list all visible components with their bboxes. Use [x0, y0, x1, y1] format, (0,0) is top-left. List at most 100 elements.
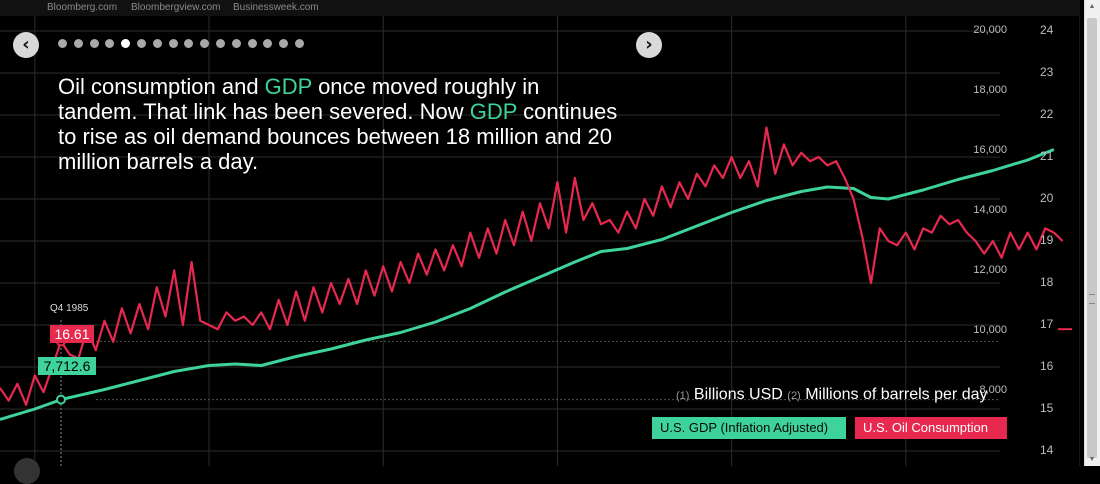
- oil-point: [600, 223, 602, 225]
- oil-point: [1027, 232, 1029, 234]
- slide-dot[interactable]: [184, 39, 194, 48]
- slide-dot[interactable]: [295, 39, 304, 48]
- oil-point: [287, 324, 289, 326]
- oil-axis-tick: 21: [1040, 149, 1054, 163]
- oil-point: [470, 232, 472, 234]
- oil-point: [322, 312, 324, 314]
- oil-point: [112, 341, 114, 343]
- oil-point: [356, 303, 358, 305]
- oil-point: [922, 228, 924, 230]
- slide-dot[interactable]: [247, 39, 257, 48]
- slide-dot[interactable]: [231, 39, 241, 48]
- legend-oil[interactable]: U.S. Oil Consumption: [855, 417, 1007, 439]
- oil-point: [409, 282, 411, 284]
- oil-point: [43, 391, 45, 393]
- oil-point: [304, 320, 306, 322]
- slide-dot[interactable]: [121, 39, 131, 48]
- oil-point: [104, 320, 106, 322]
- oil-point: [452, 244, 454, 246]
- oil-point: [774, 173, 776, 175]
- oil-point: [200, 320, 202, 322]
- gdp-point: [870, 197, 872, 199]
- slide-dot[interactable]: [216, 39, 225, 48]
- slide-dot[interactable]: [58, 39, 67, 48]
- slide-dot[interactable]: [200, 39, 210, 48]
- headline-text-1: Oil consumption and: [58, 74, 265, 99]
- units-label-1: Billions USD: [693, 386, 783, 403]
- gdp-point: [539, 276, 541, 278]
- oil-point: [687, 198, 689, 200]
- gdp-point: [295, 356, 297, 358]
- gdp-axis-tick: 12,000: [973, 264, 1007, 276]
- gdp-point: [922, 189, 924, 191]
- oil-point: [1001, 257, 1003, 259]
- oil-point: [931, 232, 933, 234]
- slide-dot[interactable]: [152, 39, 162, 48]
- slide-dot[interactable]: [105, 39, 115, 48]
- gdp-point: [234, 363, 236, 365]
- oil-point: [426, 274, 428, 276]
- scrollbar-thumb[interactable]: [1087, 18, 1097, 458]
- headline-text-2: once moved roughly in tandem. That link …: [58, 74, 540, 124]
- slide-dot[interactable]: [168, 39, 178, 48]
- scroll-down-icon[interactable]: ▼: [1088, 456, 1096, 463]
- slide-dot[interactable]: [89, 39, 99, 48]
- gdp-point: [600, 251, 602, 253]
- oil-point: [1010, 232, 1012, 234]
- link-businessweek[interactable]: Businessweek.com: [233, 2, 319, 13]
- next-slide-button[interactable]: ›: [636, 32, 662, 58]
- oil-point: [940, 215, 942, 217]
- oil-point: [330, 282, 332, 284]
- corner-control[interactable]: [14, 458, 40, 484]
- oil-point: [391, 291, 393, 293]
- gdp-point: [208, 365, 210, 367]
- oil-point: [478, 257, 480, 259]
- gdp-point: [470, 308, 472, 310]
- oil-point: [139, 303, 141, 305]
- scroll-up-icon[interactable]: ▲: [1088, 3, 1096, 10]
- oil-point: [531, 240, 533, 242]
- oil-axis-tick: 19: [1040, 233, 1054, 247]
- oil-point: [374, 295, 376, 297]
- gdp-axis-tick: 14,000: [973, 204, 1007, 216]
- oil-point: [522, 211, 524, 213]
- oil-point: [809, 160, 811, 162]
- oil-point: [348, 278, 350, 280]
- oil-point: [731, 156, 733, 158]
- link-bloombergview[interactable]: Bloombergview.com: [131, 2, 221, 13]
- oil-point: [461, 265, 463, 267]
- slide-dot[interactable]: [137, 39, 146, 48]
- oil-point: [661, 186, 663, 188]
- oil-point: [34, 375, 36, 377]
- oil-point: [983, 253, 985, 255]
- top-bar: Bloomberg.com Bloombergview.com Business…: [0, 0, 1080, 16]
- link-bloomberg[interactable]: Bloomberg.com: [47, 2, 118, 13]
- oil-point: [226, 312, 228, 314]
- slide-dot[interactable]: [279, 39, 289, 48]
- oil-point: [748, 160, 750, 162]
- oil-point: [487, 228, 489, 230]
- gdp-point: [365, 339, 367, 341]
- units-label-2: Millions of barrels per day: [805, 386, 988, 403]
- gdp-point: [827, 186, 829, 188]
- gdp-point: [139, 380, 141, 382]
- chevron-right-icon: ›: [645, 34, 653, 55]
- legend-gdp[interactable]: U.S. GDP (Inflation Adjusted): [652, 417, 846, 439]
- oil-point: [252, 324, 254, 326]
- scrollbar-grip-icon: [1089, 294, 1095, 304]
- gdp-axis-tick: 10,000: [973, 324, 1007, 336]
- oil-point: [382, 265, 384, 267]
- oil-point: [975, 240, 977, 242]
- headline-gdp-2: GDP: [469, 99, 517, 124]
- tooltip-date: Q4 1985: [50, 303, 89, 314]
- oil-axis-tick: 23: [1040, 65, 1054, 79]
- slide-dot[interactable]: [263, 39, 273, 48]
- prev-slide-button[interactable]: ‹: [13, 32, 39, 58]
- units-marker-2: (2): [787, 390, 801, 402]
- oil-point: [25, 404, 27, 406]
- oil-point: [1044, 228, 1046, 230]
- units-note: (1) Billions USD (2) Millions of barrels…: [676, 386, 987, 404]
- headline-text-3: continues to rise as oil demand bounces …: [58, 99, 618, 174]
- slide-dot[interactable]: [73, 39, 83, 48]
- oil-point: [609, 219, 611, 221]
